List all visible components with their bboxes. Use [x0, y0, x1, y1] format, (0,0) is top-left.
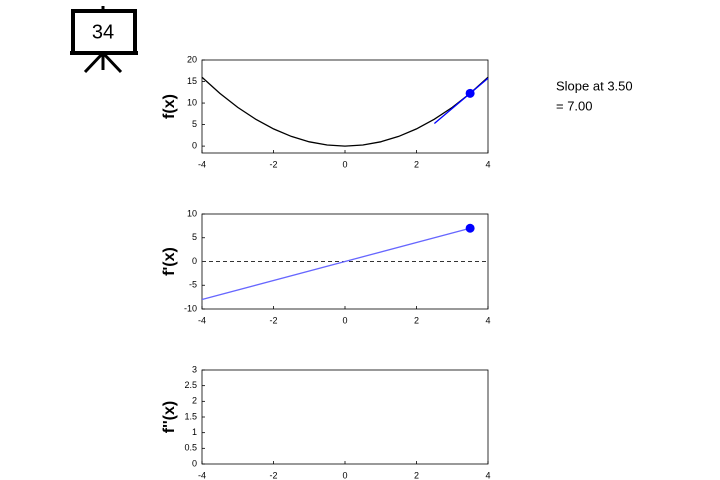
y-tick-label: 5	[192, 119, 197, 129]
y-tick-label: 10	[187, 97, 197, 107]
y-tick-label: 1	[192, 427, 197, 437]
y-axis-label: f''(x)	[161, 401, 178, 434]
line	[433, 77, 489, 125]
line	[201, 227, 471, 301]
x-tick-label: -2	[269, 315, 277, 325]
annotation: = 7.00	[556, 98, 593, 113]
x-tick-label: 0	[342, 159, 347, 169]
slide-icon: 34	[70, 6, 138, 74]
x-tick-label: 4	[485, 470, 490, 480]
x-tick-label: -4	[198, 159, 206, 169]
annotation: Slope at 3.50	[556, 78, 633, 93]
y-tick-label: 20	[187, 54, 197, 64]
x-tick-label: -4	[198, 470, 206, 480]
line	[201, 76, 489, 147]
x-tick-label: 0	[342, 470, 347, 480]
y-tick-label: 10	[187, 208, 197, 218]
x-tick-label: -2	[269, 470, 277, 480]
y-tick-label: 5	[192, 232, 197, 242]
x-tick-label: 2	[414, 159, 419, 169]
y-tick-label: 0.5	[184, 443, 197, 453]
subplot: -4 -2 0 2 4 0 5 10 15 20 f(x) Slope at 3.50 = 7.00	[161, 54, 632, 169]
y-tick-label: 3	[192, 364, 197, 374]
x-tick-label: 4	[485, 159, 490, 169]
y-tick-label: 0	[192, 458, 197, 468]
x-tick-label: -4	[198, 315, 206, 325]
slide-number: 34	[92, 21, 114, 43]
plot-frame	[201, 59, 489, 154]
y-tick-label: 1.5	[184, 411, 197, 421]
subplot: -4 -2 0 2 4 0 0.5 1 1.5 2 2.5 3 f''(x)	[161, 364, 490, 480]
point	[465, 88, 475, 98]
y-tick-label: 0	[192, 256, 197, 266]
y-tick-label: -5	[189, 280, 197, 290]
y-tick-label: 2.5	[184, 380, 197, 390]
y-tick-label: -10	[184, 303, 197, 313]
y-tick-label: 0	[192, 140, 197, 150]
x-tick-label: 0	[342, 315, 347, 325]
point	[465, 223, 475, 233]
y-axis-label: f'(x)	[161, 247, 178, 276]
y-axis-label: f(x)	[161, 94, 178, 119]
y-tick-label: 15	[187, 76, 197, 86]
x-tick-label: -2	[269, 159, 277, 169]
x-tick-label: 2	[414, 315, 419, 325]
subplot: -4 -2 0 2 4 -10 -5 0 5 10 f'(x)	[161, 208, 490, 325]
plot-frame	[201, 369, 489, 465]
x-tick-label: 2	[414, 470, 419, 480]
y-tick-label: 2	[192, 396, 197, 406]
x-tick-label: 4	[485, 315, 490, 325]
